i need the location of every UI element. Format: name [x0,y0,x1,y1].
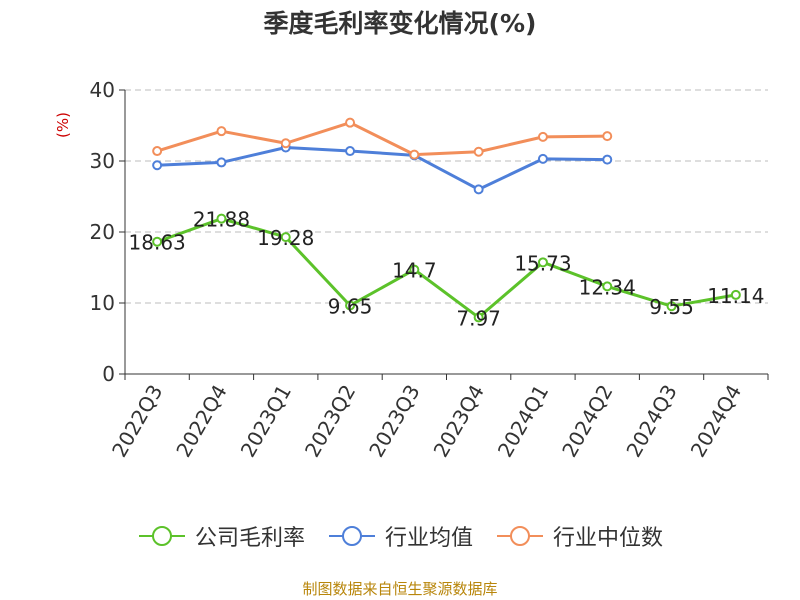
x-tick-label: 2024Q2 [557,381,617,462]
legend-swatch-marker [341,526,362,546]
data-point [216,126,227,137]
data-point [152,160,163,171]
data-point [152,146,163,157]
data-label: 18.63 [129,231,186,255]
series-line-0 [156,217,737,319]
data-point [345,146,356,157]
x-tick-label: 2024Q3 [621,381,681,462]
data-point [152,236,163,247]
data-point [345,117,356,128]
x-tick-label: 2023Q1 [236,381,296,462]
y-axis-label: (%) [54,112,72,138]
x-tick-label: 2024Q4 [686,381,746,462]
legend-swatch [138,526,185,546]
x-tick-label: 2023Q3 [364,381,424,462]
data-point [537,131,548,142]
legend-item-0[interactable]: 公司毛利率 [137,520,305,552]
y-tick-label: 30 [90,149,115,173]
data-point [537,153,548,164]
data-point [345,300,356,311]
data-point [537,257,548,268]
grid-lines [125,89,768,304]
series-line-1 [157,146,608,191]
data-point [409,264,420,275]
legend-swatch [497,526,543,546]
x-tick-label: 2023Q2 [300,381,360,462]
legend-item-1[interactable]: 行业均值 [327,520,473,552]
legend-label: 公司毛利率 [194,526,305,551]
source-note: 制图数据来自恒生聚源数据库 [302,580,498,598]
data-labels: 18.63 21.88 19.28 9.65 14.7 7.97 15.73 12.34 9.5… [129,208,765,331]
y-tick-label: 0 [102,362,115,386]
data-point [216,213,227,224]
data-label: 15.73 [514,251,571,275]
data-label: 11.14 [707,284,764,308]
y-tick-label: 20 [90,220,115,244]
data-label: 21.88 [193,208,250,232]
x-tick-label: 2022Q4 [171,381,231,462]
data-point [602,154,613,165]
x-tick-label: 2022Q3 [107,381,167,462]
legend-swatch-marker [510,526,530,546]
data-point [730,289,741,300]
series-lines [152,117,741,323]
data-point [473,184,484,195]
y-tick-label: 10 [90,291,115,315]
x-tick-label: 2024Q1 [493,381,553,462]
data-label: 9.65 [328,294,373,318]
data-point [216,157,227,168]
legend-label: 行业均值 [384,526,473,551]
data-label: 14.7 [392,259,437,283]
legend-label: 行业中位数 [553,526,664,551]
legend: 公司毛利率 行业均值 行业中位数 [0,520,800,552]
legend-item-2[interactable]: 行业中位数 [495,520,663,552]
legend-swatch [328,526,375,546]
data-point [473,146,484,157]
series-line-2 [156,121,608,157]
y-tick-label: 40 [90,78,115,102]
chart-title: 季度毛利率变化情况(%) [263,9,537,38]
data-point [602,281,613,292]
data-point [602,131,613,142]
legend-swatch-marker [151,526,172,546]
data-label: 7.97 [456,306,501,330]
data-label: 9.55 [649,295,694,319]
data-point [666,301,677,312]
data-label: 19.28 [257,226,314,250]
data-point [473,312,484,323]
data-label: 12.34 [579,275,636,299]
x-tick-label: 2023Q4 [429,381,489,462]
data-point [280,138,291,149]
data-point [409,149,420,160]
data-point [280,232,291,243]
